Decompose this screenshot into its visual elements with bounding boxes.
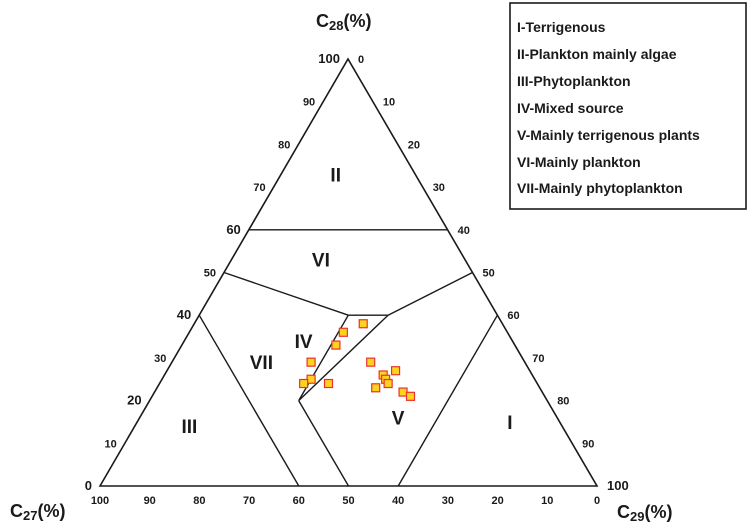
tick-c28-40: 40 (177, 307, 191, 322)
data-point-8 (383, 378, 393, 389)
legend-entry-v: V-Mainly terrigenous plants (517, 127, 700, 143)
region-label-v: V (392, 409, 405, 430)
data-point-3 (331, 340, 341, 350)
tick-c29-90: 90 (582, 438, 594, 450)
tick-c29-50: 50 (483, 268, 495, 280)
tick-c29-20: 20 (408, 139, 420, 151)
tick-c27-30: 30 (442, 495, 454, 507)
tick-c29-70: 70 (532, 353, 544, 365)
tick-c28-10: 10 (105, 438, 117, 450)
tick-labels: 0 0 0 10 10 10 20 20 20 30 30 30 40 40 40 50 50 50 60 60 60 7… (85, 51, 629, 507)
region-label-vi: VI (312, 251, 330, 272)
boundary-iv-right (298, 314, 389, 402)
data-point-5 (390, 366, 401, 376)
tick-c27-80: 80 (193, 495, 205, 507)
legend-entry-iii: III-Phytoplankton (517, 73, 631, 89)
data-point-11 (405, 391, 416, 401)
tick-c29-10: 10 (383, 97, 395, 109)
data-point-2 (338, 327, 348, 337)
tick-c28-70: 70 (253, 182, 265, 194)
boundary-vi-v-right (387, 271, 473, 316)
tick-c29-100: 100 (607, 478, 629, 493)
tick-c28-0: 0 (85, 478, 92, 493)
data-points (299, 319, 416, 401)
axis-title-c27: C27(%) (10, 501, 65, 523)
boundary-c29-60 (397, 314, 499, 487)
legend-entry-ii: II-Plankton mainly algae (517, 46, 677, 62)
boundary-c27-60 (198, 314, 300, 487)
triangle-outline (98, 57, 599, 487)
diagram-lines (98, 57, 599, 487)
tick-c28-100: 100 (318, 51, 340, 66)
tick-c29-60: 60 (507, 310, 519, 322)
data-point-9 (371, 383, 381, 393)
legend-entry-i: I-Terrigenous (517, 19, 606, 35)
boundary-c27-50 (298, 400, 350, 487)
legend-entry-vii: VII-Mainly phytoplankton (517, 180, 683, 196)
data-point-13 (306, 374, 316, 384)
tick-c28-60: 60 (226, 222, 240, 237)
data-point-10 (398, 387, 408, 397)
data-point-4 (366, 357, 376, 367)
tick-c28-50: 50 (204, 268, 216, 280)
data-point-12 (306, 357, 316, 367)
region-label-iv: IV (295, 332, 313, 353)
legend-frame (509, 2, 747, 210)
tick-c28-90: 90 (303, 97, 315, 109)
tick-c27-90: 90 (144, 495, 156, 507)
boundary-vi-vii-left (223, 271, 349, 316)
axis-title-c28: C28(%) (316, 11, 371, 33)
tick-c28-80: 80 (278, 139, 290, 151)
tick-c27-70: 70 (243, 495, 255, 507)
tick-c27-60: 60 (293, 495, 305, 507)
data-point-1 (358, 319, 368, 329)
tick-c27-20: 20 (491, 495, 503, 507)
data-point-14 (299, 378, 309, 389)
tick-c28-20: 20 (127, 393, 141, 408)
tick-c27-100: 100 (91, 495, 109, 507)
tick-c29-40: 40 (458, 225, 470, 237)
tick-c29-30: 30 (433, 182, 445, 194)
legend-entry-vi: VI-Mainly plankton (517, 154, 641, 170)
region-label-vii: VII (250, 353, 273, 374)
tick-c27-10: 10 (541, 495, 553, 507)
tick-c29-0: 0 (358, 54, 364, 66)
axis-title-c29: C29(%) (617, 502, 672, 524)
tick-c27-40: 40 (392, 495, 404, 507)
legend: I-Terrigenous II-Plankton mainly algae I… (509, 2, 747, 210)
tick-c27-0: 0 (594, 495, 600, 507)
legend-entry-iv: IV-Mixed source (517, 100, 624, 116)
region-label-ii: II (330, 165, 341, 186)
tick-c28-30: 30 (154, 353, 166, 365)
tick-c27-50: 50 (342, 495, 354, 507)
data-point-15 (323, 378, 334, 389)
tick-c29-80: 80 (557, 396, 569, 408)
region-label-iii: III (181, 417, 197, 438)
region-label-i: I (507, 413, 512, 434)
